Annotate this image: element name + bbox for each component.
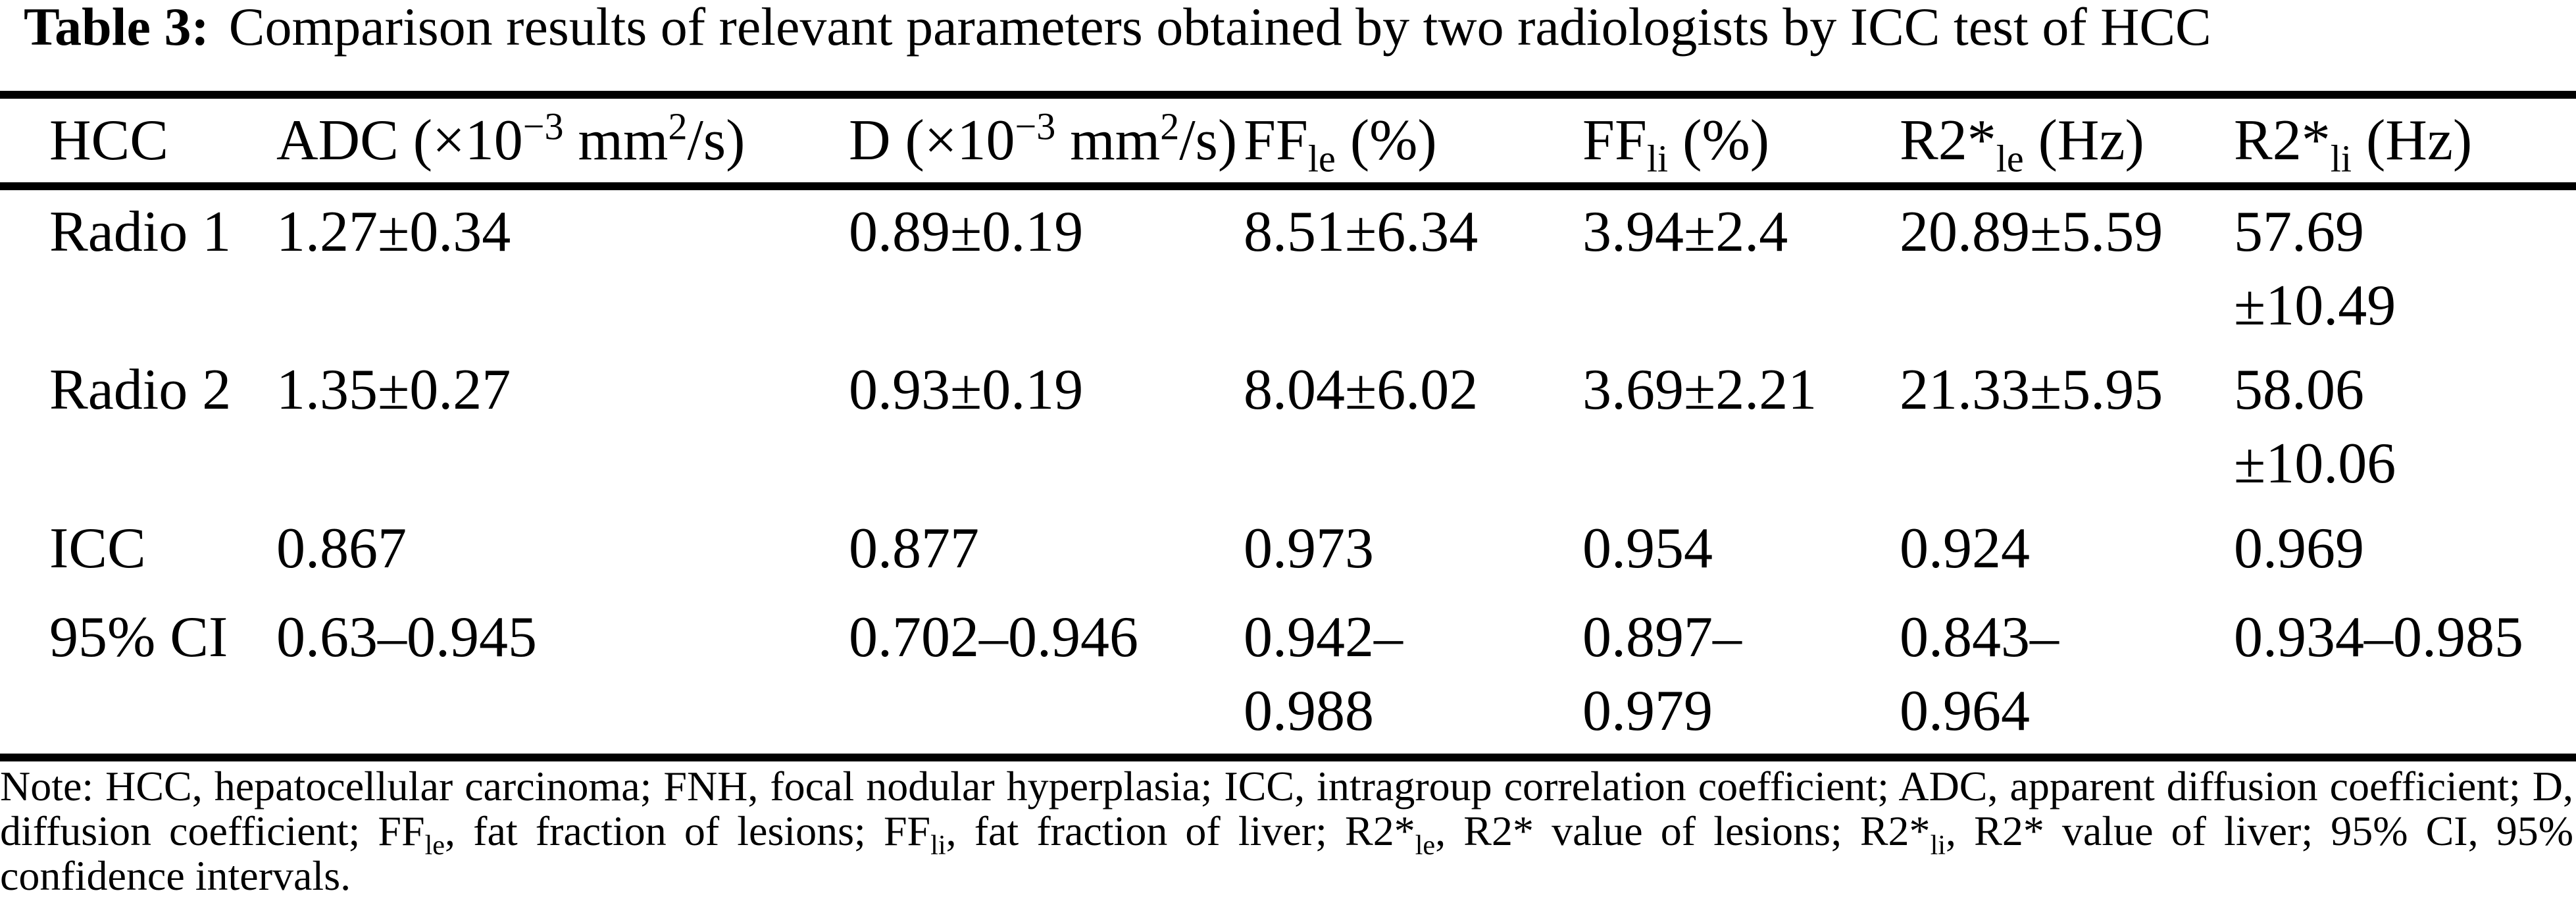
table-row-radio-1: Radio 1 1.27±0.34 0.89±0.19 8.51±6.34 3.… xyxy=(0,195,2576,343)
row-label: ICC xyxy=(49,517,146,580)
cell-r2-li: 57.69 ±10.49 xyxy=(2234,200,2396,338)
cell-adc: 0.867 xyxy=(276,517,407,580)
cell-d: 0.93±0.19 xyxy=(849,358,1084,422)
table-caption: Comparison results of relevant parameter… xyxy=(228,0,2211,57)
cell-r2-le: 0.843– 0.964 xyxy=(1900,605,2059,743)
cell-d: 0.877 xyxy=(849,517,979,580)
cell-r2-li: 0.934–0.985 xyxy=(2234,605,2523,669)
table-number: Table 3: xyxy=(24,0,209,57)
cell-ff-le: 8.04±6.02 xyxy=(1244,358,1478,422)
cell-ff-le: 0.942– 0.988 xyxy=(1244,605,1403,743)
col-header-r2-le: R2*le (Hz) xyxy=(1900,108,2144,180)
cell-d: 0.89±0.19 xyxy=(849,200,1084,264)
col-header-ff-li: FFli (%) xyxy=(1582,108,1770,180)
cell-r2-le: 0.924 xyxy=(1900,517,2030,580)
col-header-r2-li: R2*li (Hz) xyxy=(2234,108,2473,180)
cell-ff-li: 3.69±2.21 xyxy=(1582,358,1817,422)
cell-ff-le: 0.973 xyxy=(1244,517,1374,580)
table-body: Radio 1 1.27±0.34 0.89±0.19 8.51±6.34 3.… xyxy=(0,195,2576,754)
col-header-ff-le: FFle (%) xyxy=(1244,108,1437,180)
cell-adc: 0.63–0.945 xyxy=(276,605,537,669)
data-table: HCC ADC (×10−3 mm2/s) D (×10−3 mm2/s) FF… xyxy=(0,91,2576,761)
table-row-radio-2: Radio 2 1.35±0.27 0.93±0.19 8.04±6.02 3.… xyxy=(0,353,2576,501)
cell-ff-li: 3.94±2.4 xyxy=(1582,200,1788,264)
cell-r2-li: 0.969 xyxy=(2234,517,2364,580)
cell-adc: 1.35±0.27 xyxy=(276,358,511,422)
cell-r2-li: 58.06 ±10.06 xyxy=(2234,358,2396,496)
cell-adc: 1.27±0.34 xyxy=(276,200,511,264)
row-label: Radio 1 xyxy=(49,200,232,264)
cell-r2-le: 21.33±5.95 xyxy=(1900,358,2163,422)
cell-r2-le: 20.89±5.59 xyxy=(1900,200,2163,264)
cell-ff-le: 8.51±6.34 xyxy=(1244,200,1478,264)
cell-ff-li: 0.954 xyxy=(1582,517,1713,580)
table-bottom-rule xyxy=(0,754,2576,761)
table-header-row: HCC ADC (×10−3 mm2/s) D (×10−3 mm2/s) FF… xyxy=(0,91,2576,190)
col-header-hcc: HCC xyxy=(49,108,168,172)
table-footnote: Note: HCC, hepatocellular carcinoma; FNH… xyxy=(0,763,2574,899)
cell-d: 0.702–0.946 xyxy=(849,605,1138,669)
col-header-adc: ADC (×10−3 mm2/s) xyxy=(276,105,745,172)
table-row-95-ci: 95% CI 0.63–0.945 0.702–0.946 0.942– 0.98… xyxy=(0,601,2576,748)
row-label: Radio 2 xyxy=(49,358,232,422)
table-row-icc: ICC 0.867 0.877 0.973 0.954 0.924 0.969 xyxy=(0,512,2576,586)
row-label: 95% CI xyxy=(49,605,228,669)
table-title: Table 3: Comparison results of relevant p… xyxy=(24,0,2576,54)
cell-ff-li: 0.897– 0.979 xyxy=(1582,605,1742,743)
col-header-d: D (×10−3 mm2/s) xyxy=(849,105,1238,172)
